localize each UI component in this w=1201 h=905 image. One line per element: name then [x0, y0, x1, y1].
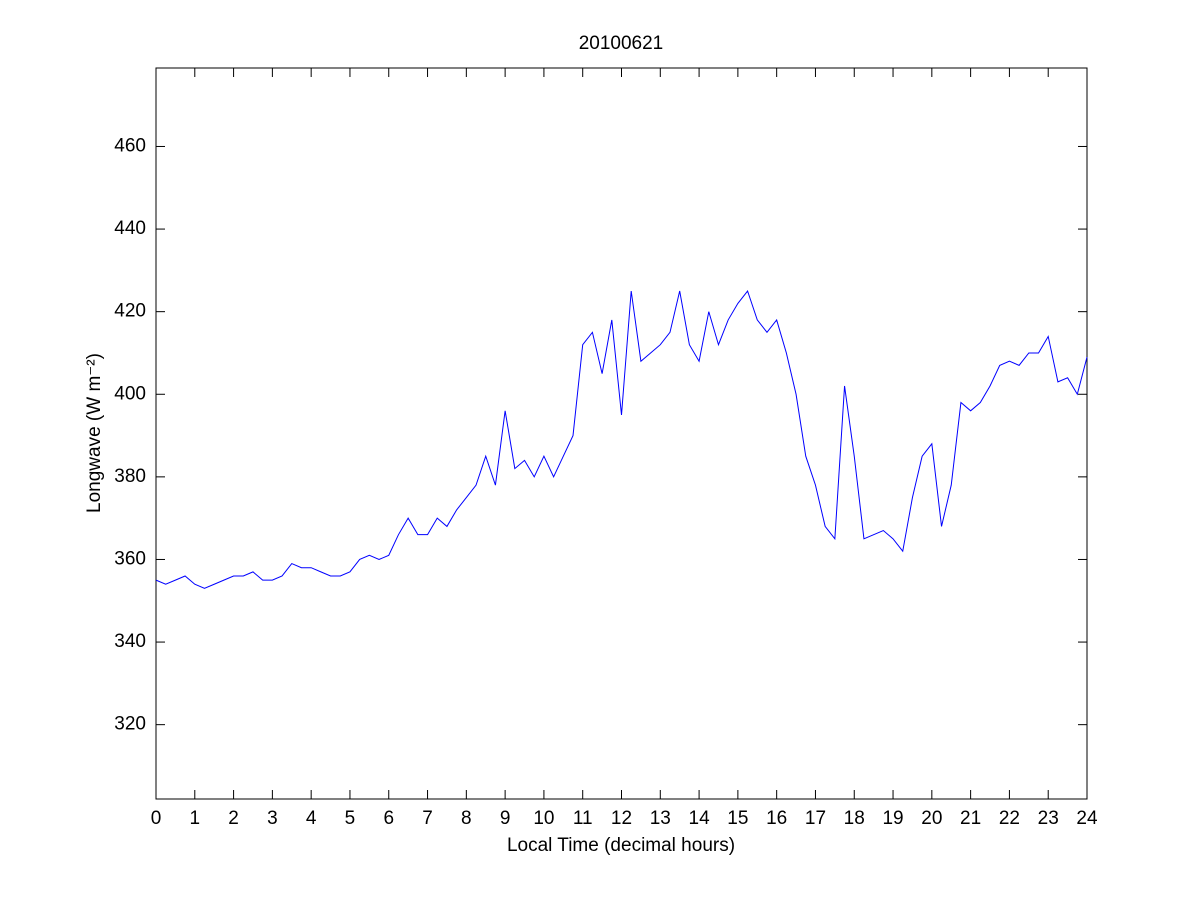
y-tick-label: 380	[114, 466, 146, 487]
x-tick-label: 13	[650, 808, 671, 829]
x-tick-label: 0	[151, 808, 162, 829]
x-tick-label: 10	[533, 808, 554, 829]
x-tick-label: 18	[844, 808, 865, 829]
x-tick-label: 23	[1038, 808, 1059, 829]
x-tick-label: 1	[190, 808, 201, 829]
x-tick-label: 24	[1076, 808, 1098, 829]
x-tick-label: 15	[727, 808, 748, 829]
y-tick-label: 340	[114, 631, 146, 652]
chart-title: 20100621	[579, 33, 664, 54]
y-tick-label: 360	[114, 548, 146, 569]
x-tick-label: 9	[500, 808, 511, 829]
x-tick-label: 12	[611, 808, 632, 829]
x-tick-label: 7	[422, 808, 433, 829]
x-axis-label: Local Time (decimal hours)	[507, 835, 735, 856]
x-tick-label: 4	[306, 808, 317, 829]
x-tick-label: 2	[228, 808, 239, 829]
x-tick-label: 5	[345, 808, 356, 829]
x-tick-label: 21	[960, 808, 981, 829]
x-tick-label: 17	[805, 808, 826, 829]
x-tick-label: 11	[573, 808, 593, 829]
y-axis-label: Longwave (W m⁻²)	[84, 353, 105, 513]
x-tick-label: 19	[882, 808, 903, 829]
y-tick-label: 440	[114, 218, 146, 239]
x-tick-label: 14	[689, 808, 711, 829]
y-tick-label: 320	[114, 714, 146, 735]
x-tick-label: 20	[921, 808, 942, 829]
x-tick-label: 6	[383, 808, 394, 829]
x-tick-label: 8	[461, 808, 472, 829]
x-tick-label: 3	[267, 808, 278, 829]
y-tick-label: 460	[114, 135, 146, 156]
x-tick-label: 22	[999, 808, 1020, 829]
y-tick-label: 400	[114, 383, 146, 404]
data-line	[155, 289, 1088, 589]
y-tick-label: 420	[114, 301, 146, 322]
x-tick-label: 16	[766, 808, 787, 829]
